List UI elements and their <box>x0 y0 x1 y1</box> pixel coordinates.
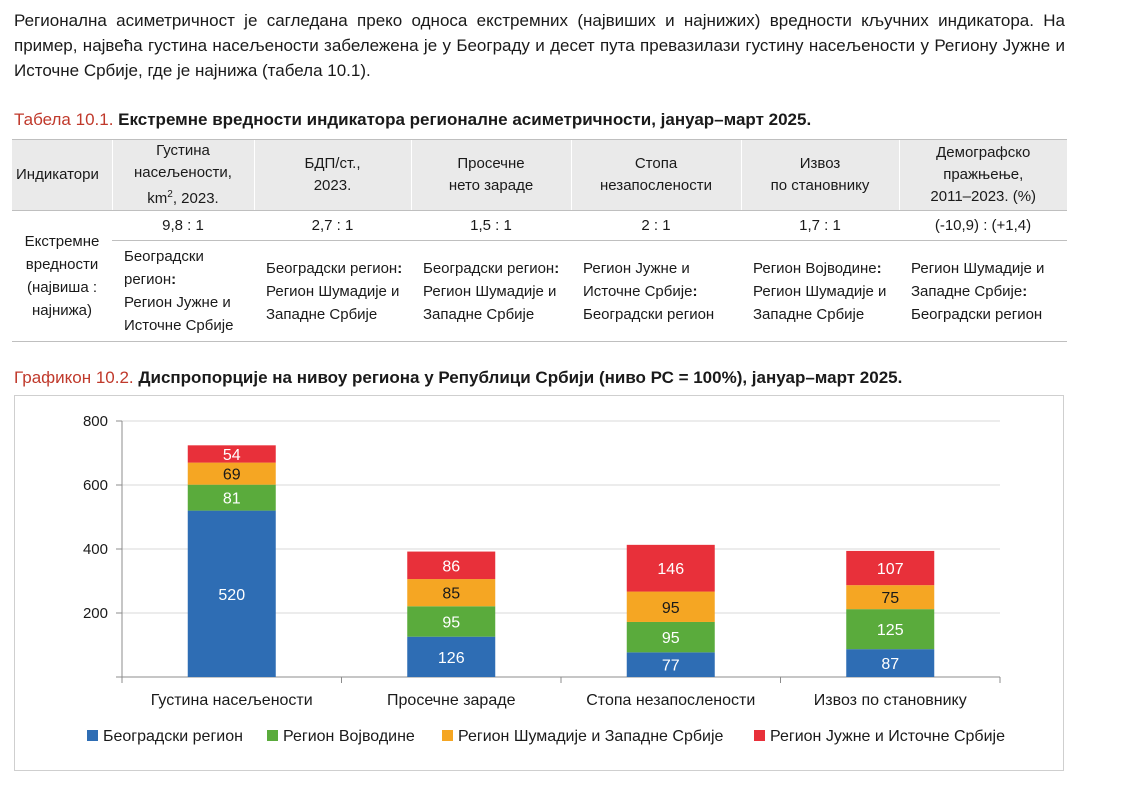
data-label: 86 <box>442 558 460 575</box>
legend-label: Регион Војводине <box>283 728 415 745</box>
bar-segment <box>626 591 715 622</box>
table-caption-title: Екстремне вредности индикатора регионалн… <box>118 110 812 129</box>
header-indicators: Индикатори <box>12 139 112 211</box>
data-label: 146 <box>657 561 684 578</box>
x-category-label: Извоз по становнику <box>814 692 967 709</box>
header-gdp: БДП/ст., 2023. <box>253 139 411 211</box>
bar-segment <box>846 609 935 650</box>
legend-swatch <box>267 730 278 741</box>
data-label: 85 <box>442 586 460 603</box>
data-label: 95 <box>662 600 680 617</box>
bar-segment <box>846 585 935 610</box>
x-category-label: Просечне зараде <box>387 692 516 709</box>
data-label: 125 <box>877 622 904 639</box>
ratio-unemployment: 2 : 1 <box>571 210 741 241</box>
regions-gdp: Београдски регион: Регион Шумадије и Запа… <box>254 240 411 342</box>
bar-segment <box>626 652 715 677</box>
legend-label: Регион Јужне и Источне Србије <box>770 728 1005 745</box>
bar-segment <box>626 621 715 653</box>
data-label: 520 <box>218 587 245 604</box>
row-header-extremes: Екстремне вредности (највиша : најнижа) <box>12 210 112 342</box>
data-label: 81 <box>223 491 241 508</box>
bar-segment <box>187 510 276 677</box>
chart-frame: 200 400 600 800 520 81 69 54 Густина насељености… <box>14 395 1064 771</box>
regions-wages: Београдски регион: Регион Шумадије и Запа… <box>411 240 571 342</box>
regions-depopulation: Регион Шумадије и Западне Србије: Београд… <box>899 240 1067 342</box>
x-category-label: Густина насељености <box>151 692 313 709</box>
table-header-row: Индикатори Густина насељености, km2, 2023.… <box>12 139 1067 211</box>
x-category-label: Стопа незапослености <box>586 692 755 709</box>
data-label: 87 <box>881 656 899 673</box>
ratio-gdp: 2,7 : 1 <box>254 210 411 241</box>
bar-segment <box>846 649 935 677</box>
table-ratio-row: Екстремне вредности (највиша : најнижа) … <box>12 210 1067 342</box>
legend-swatch <box>87 730 98 741</box>
data-label: 107 <box>877 561 904 578</box>
data-label: 95 <box>662 630 680 647</box>
bar-segment <box>407 551 496 580</box>
header-wages: Просечне нето зараде <box>410 139 571 211</box>
ratio-export: 1,7 : 1 <box>741 210 899 241</box>
header-density: Густина насељености, km2, 2023. <box>111 139 254 211</box>
chart-caption-label: Графикон 10.2. <box>14 368 134 387</box>
data-label: 69 <box>223 467 241 484</box>
bar-segment <box>626 544 715 592</box>
chart-caption: Графикон 10.2. Диспропорције на нивоу ре… <box>14 368 902 388</box>
bar-segment <box>187 462 276 485</box>
ratio-depopulation: (-10,9) : (+1,4) <box>899 210 1067 241</box>
chart-caption-title: Диспропорције на нивоу региона у Републи… <box>138 368 903 387</box>
header-unemployment: Стопа незапослености <box>570 139 741 211</box>
stacked-bar-chart: 200 400 600 800 520 81 69 54 Густина насељености… <box>83 413 1005 745</box>
legend-label: Београдски регион <box>103 728 243 745</box>
data-label: 75 <box>881 590 899 607</box>
regions-unemployment: Регион Јужне и Источне Србије: Београдски… <box>571 240 741 342</box>
bar-segment <box>407 579 496 607</box>
header-export: Извоз по становнику <box>740 139 899 211</box>
regions-export: Регион Војводине: Регион Шумадије и Запад… <box>741 240 899 342</box>
bar-segment <box>187 484 276 511</box>
bar-segment <box>187 445 276 463</box>
legend-swatch <box>442 730 453 741</box>
y-tick-label: 400 <box>83 541 108 558</box>
indicators-table: Индикатори Густина насељености, km2, 2023.… <box>12 139 1067 342</box>
legend-label: Регион Шумадије и Западне Србије <box>458 728 724 745</box>
ratio-wages: 1,5 : 1 <box>411 210 571 241</box>
intro-paragraph: Регионална асиметричност је сагледана пр… <box>14 11 1065 80</box>
header-depopulation: Демографско пражњење, 2011–2023. (%) <box>898 139 1067 211</box>
y-tick-label: 200 <box>83 605 108 622</box>
data-label: 54 <box>223 447 241 464</box>
y-tick-label: 600 <box>83 477 108 494</box>
bar-segment <box>407 606 496 637</box>
legend-swatch <box>754 730 765 741</box>
data-label: 95 <box>442 614 460 631</box>
table-regions-row: Београдски регион: Регион Јужне и Источне… <box>12 240 1067 342</box>
data-label: 126 <box>438 650 465 667</box>
regions-density: Београдски регион: Регион Јужне и Источне… <box>112 240 254 342</box>
ratio-density: 9,8 : 1 <box>112 210 254 241</box>
data-label: 77 <box>662 658 680 675</box>
bar-segment <box>846 550 935 586</box>
y-tick-label: 800 <box>83 413 108 430</box>
bar-segment <box>407 636 496 677</box>
table-caption: Табела 10.1. Екстремне вредности индикат… <box>14 110 811 130</box>
table-caption-label: Табела 10.1. <box>14 110 114 129</box>
